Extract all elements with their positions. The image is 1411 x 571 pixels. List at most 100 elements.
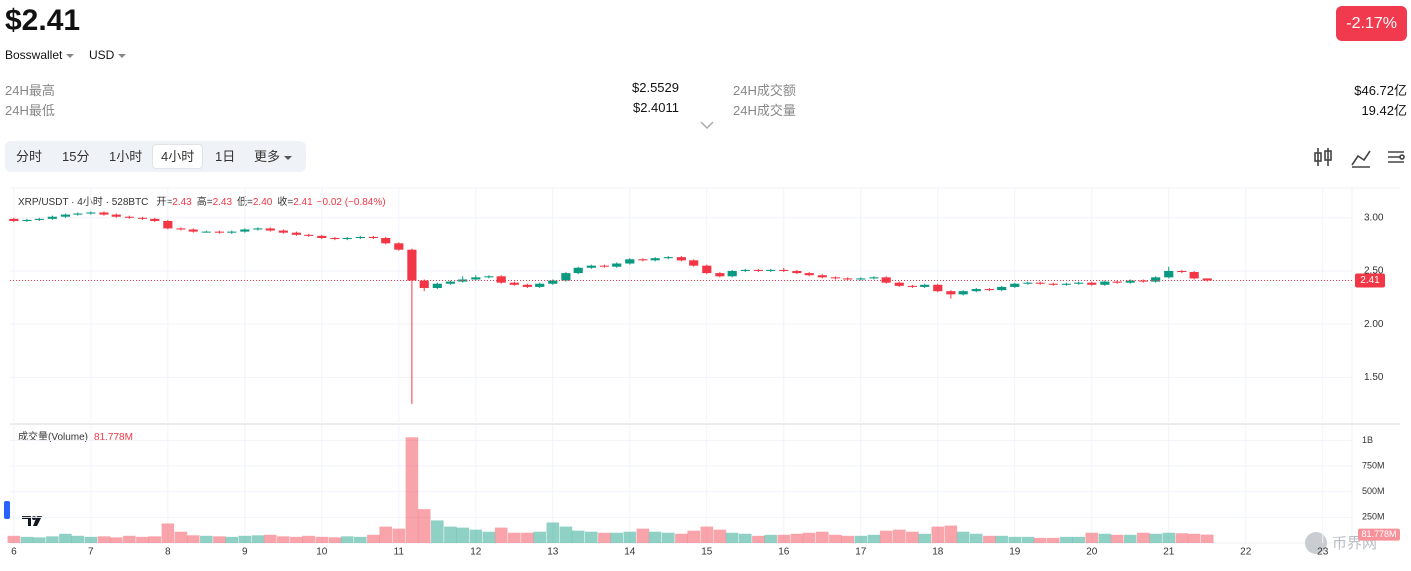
volume-bar bbox=[392, 528, 406, 543]
x-tick-label: 11 bbox=[394, 547, 405, 558]
legend-field-label: 开= bbox=[156, 197, 172, 208]
volume-bar bbox=[263, 534, 277, 543]
volume-bar bbox=[1085, 532, 1099, 543]
stat-label: 24H最低 bbox=[5, 103, 55, 118]
candle-body bbox=[676, 257, 686, 261]
candle-body bbox=[227, 231, 237, 233]
candle-body bbox=[419, 280, 429, 288]
currency-select[interactable]: USD bbox=[89, 48, 126, 62]
interval-tab[interactable]: 更多 bbox=[246, 145, 300, 168]
candle-body bbox=[971, 289, 981, 292]
y-tick-label: 1.50 bbox=[1364, 372, 1384, 383]
x-tick-label: 16 bbox=[778, 547, 790, 558]
candle-body bbox=[638, 259, 648, 261]
side-toggle[interactable] bbox=[4, 501, 10, 519]
x-tick-label: 13 bbox=[547, 547, 559, 558]
legend-field-value: 2.43 bbox=[172, 197, 192, 208]
x-tick-label: 10 bbox=[316, 547, 328, 558]
x-tick-label: 18 bbox=[932, 547, 944, 558]
candle-body bbox=[137, 217, 148, 219]
volume-bar bbox=[931, 526, 945, 543]
tab-label: 15分 bbox=[62, 149, 90, 164]
candle-body bbox=[445, 281, 455, 284]
interval-tab[interactable]: 15分 bbox=[54, 145, 97, 168]
candle-body bbox=[265, 228, 275, 231]
candle-body bbox=[984, 289, 994, 291]
x-tick-label: 8 bbox=[165, 547, 171, 558]
candle-body bbox=[1138, 280, 1148, 282]
volume-bar bbox=[764, 534, 777, 543]
indicator-icon[interactable] bbox=[1314, 148, 1332, 166]
candle-body bbox=[663, 257, 673, 259]
candle-body bbox=[1010, 283, 1020, 287]
last-price-label: 2.41 bbox=[1360, 275, 1380, 286]
volume-bar bbox=[700, 526, 714, 543]
x-tick-label: 6 bbox=[11, 547, 17, 558]
toolbar-icons bbox=[1314, 148, 1405, 168]
volume-bar bbox=[662, 532, 675, 543]
volume-bar bbox=[777, 534, 791, 543]
tab-label: 4小时 bbox=[161, 149, 195, 164]
legend-field-label: 收= bbox=[277, 195, 293, 208]
candle-body bbox=[73, 213, 83, 215]
volume-bar bbox=[328, 537, 342, 543]
candle-body bbox=[381, 237, 391, 244]
candle-body bbox=[330, 237, 340, 240]
volume-bar bbox=[1110, 534, 1124, 543]
x-tick-label: 14 bbox=[624, 547, 636, 558]
candle-body bbox=[201, 231, 211, 233]
candle-body bbox=[561, 273, 571, 281]
candle-body bbox=[1164, 270, 1174, 278]
last-price-badge bbox=[1355, 273, 1385, 288]
interval-tab[interactable]: 4小时 bbox=[152, 144, 204, 169]
volume-bar bbox=[213, 536, 226, 543]
candle-body bbox=[715, 273, 725, 277]
watermark-logo bbox=[1305, 532, 1327, 554]
candle-body bbox=[881, 277, 891, 283]
volume-bar bbox=[379, 526, 393, 543]
expand-chevron[interactable] bbox=[700, 120, 714, 130]
candle-body bbox=[740, 269, 750, 271]
volume-bar bbox=[1200, 534, 1214, 543]
legend-field-label: 高= bbox=[197, 195, 213, 208]
volume-bar bbox=[123, 535, 136, 543]
candle-body bbox=[407, 249, 417, 281]
settings-icon[interactable] bbox=[1388, 151, 1405, 163]
volume-bar bbox=[290, 536, 303, 543]
interval-tab[interactable]: 1小时 bbox=[101, 145, 150, 168]
candle-body bbox=[958, 291, 968, 295]
volume-bar bbox=[1072, 536, 1085, 543]
change-badge: -2.17% bbox=[1336, 6, 1407, 41]
volume-bar bbox=[892, 529, 906, 543]
x-tick-label: 17 bbox=[855, 547, 867, 558]
volume-bar bbox=[533, 531, 547, 543]
exchange-select[interactable]: Bosswallet bbox=[5, 48, 74, 62]
candle-body bbox=[1151, 277, 1161, 282]
volume-bar bbox=[802, 532, 816, 543]
candle-body bbox=[599, 265, 609, 267]
candle-body bbox=[458, 279, 468, 282]
interval-tab[interactable]: 分时 bbox=[8, 145, 50, 168]
tab-label: 分时 bbox=[16, 149, 43, 164]
interval-tab[interactable]: 1日 bbox=[207, 145, 243, 168]
candle-body bbox=[240, 229, 250, 232]
price: $2.41 bbox=[5, 4, 81, 37]
volume-bar bbox=[46, 536, 59, 543]
candle-body bbox=[856, 278, 866, 280]
x-tick-label: 22 bbox=[1240, 547, 1252, 558]
volume-bar bbox=[1137, 532, 1150, 543]
candle-body bbox=[150, 218, 160, 221]
candle-body bbox=[1061, 283, 1071, 285]
line-icon[interactable] bbox=[1351, 150, 1371, 168]
last-volume-badge bbox=[1358, 528, 1400, 541]
candle-body bbox=[869, 277, 879, 279]
y-tick-label: 1B bbox=[1362, 435, 1373, 445]
volume-bar bbox=[367, 534, 380, 543]
volume-bar bbox=[1162, 532, 1176, 543]
candle-body bbox=[1035, 282, 1045, 284]
y-tick-label: 500M bbox=[1362, 486, 1385, 496]
x-tick-label: 21 bbox=[1163, 547, 1175, 558]
tab-label: 1小时 bbox=[109, 149, 143, 164]
volume-bar bbox=[546, 522, 560, 543]
